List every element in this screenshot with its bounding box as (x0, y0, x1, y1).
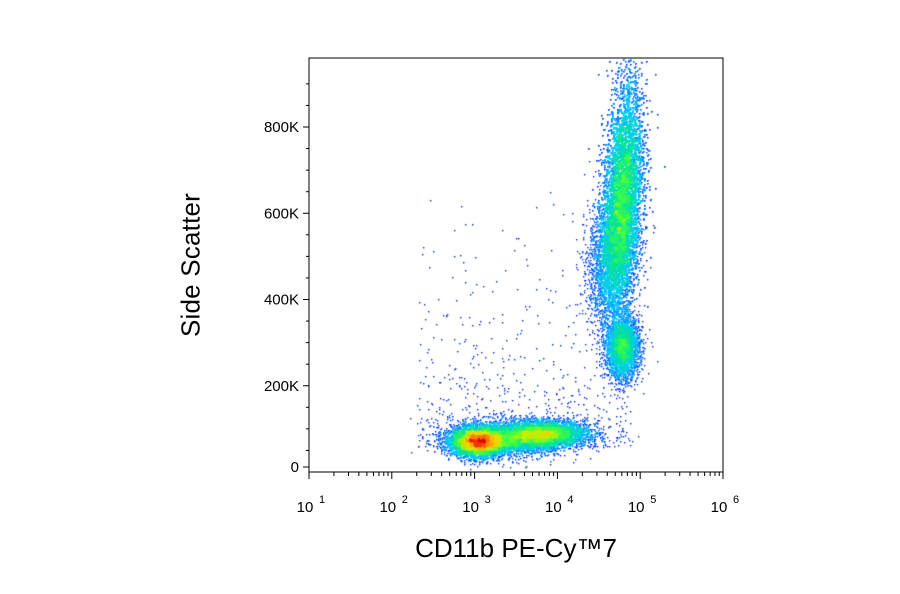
x-tick-exponent: 5 (650, 494, 656, 506)
x-tick-exponent: 4 (567, 494, 573, 506)
x-tick-exponent: 3 (485, 494, 491, 506)
x-axis-label: CD11b PE-Cy™7 (415, 533, 617, 563)
y-tick-label: 0 (291, 459, 299, 476)
y-tick-label: 800K (264, 119, 299, 136)
y-tick-label: 400K (264, 292, 299, 309)
x-tick-exponent: 1 (319, 494, 325, 506)
x-tick-label: 10 (297, 499, 314, 516)
y-axis-label: Side Scatter (175, 192, 206, 338)
x-tick-label: 10 (628, 499, 645, 516)
y-tick-label: 600K (264, 205, 299, 222)
density-dot-plot (309, 58, 723, 472)
x-axis: 10 1 10 2 10 3 10 4 10 5 10 6 (297, 472, 739, 516)
x-tick-label: 10 (462, 499, 479, 516)
x-tick-label: 10 (711, 499, 728, 516)
y-tick-label: 200K (264, 378, 299, 395)
x-tick-label: 10 (545, 499, 562, 516)
x-tick-exponent: 6 (733, 494, 739, 506)
x-tick-label: 10 (379, 499, 396, 516)
x-tick-exponent: 2 (402, 494, 408, 506)
y-axis: 0 200K 400K 600K 800K (264, 83, 309, 476)
